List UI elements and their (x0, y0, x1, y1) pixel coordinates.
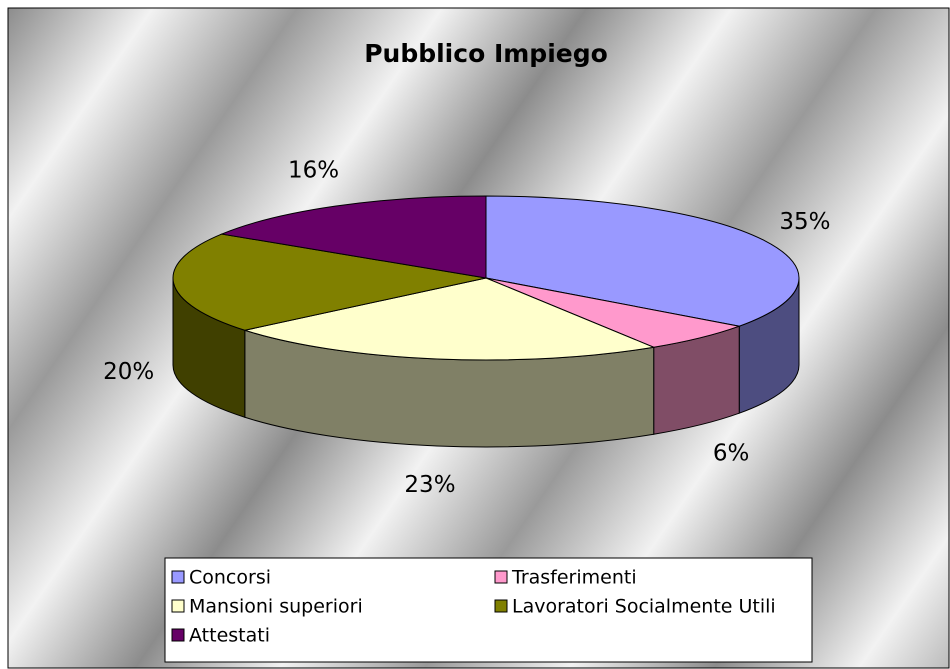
chart-title: Pubblico Impiego (364, 39, 608, 68)
slice (219, 195, 487, 279)
legend-label: Mansioni superiori (189, 596, 363, 618)
slice (242, 277, 656, 361)
legend-label: Trasferimenti (511, 567, 637, 589)
data-label: 20% (103, 359, 154, 385)
legend-label: Concorsi (189, 567, 271, 589)
data-label: 6% (713, 440, 750, 466)
legend-swatch (171, 628, 185, 642)
legend-label: Attestati (189, 625, 270, 647)
data-label: 35% (779, 209, 830, 235)
legend-swatch (494, 599, 508, 613)
legend-swatch (494, 570, 508, 584)
legend-swatch (171, 570, 185, 584)
data-label: 16% (288, 158, 339, 184)
legend-swatch (171, 599, 185, 613)
slice (172, 233, 487, 331)
legend (164, 557, 813, 663)
slice (485, 195, 800, 327)
data-label: 23% (404, 472, 455, 498)
slice (485, 277, 742, 348)
legend-label: Lavoratori Socialmente Utili (512, 596, 776, 618)
